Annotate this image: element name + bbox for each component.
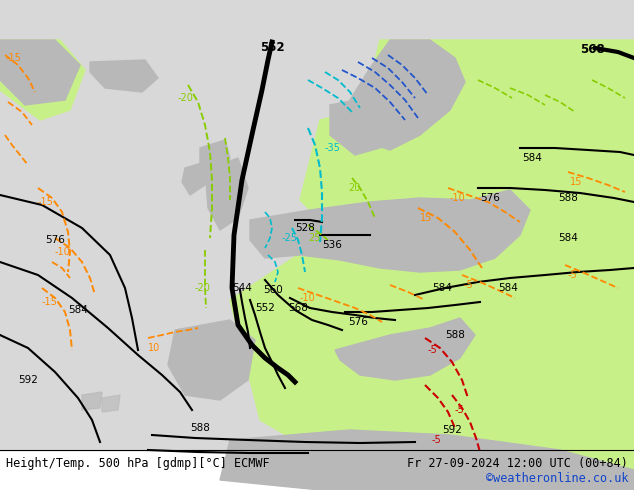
Text: -20: -20 xyxy=(195,283,211,293)
Text: 584: 584 xyxy=(522,153,542,163)
Text: -5: -5 xyxy=(428,345,437,355)
Text: Fr 27-09-2024 12:00 UTC (00+84): Fr 27-09-2024 12:00 UTC (00+84) xyxy=(407,457,628,469)
Polygon shape xyxy=(250,190,530,272)
Text: 588: 588 xyxy=(558,193,578,203)
Text: 592: 592 xyxy=(18,375,38,385)
Text: 536: 536 xyxy=(322,240,342,250)
Text: 528: 528 xyxy=(295,223,315,233)
Text: Height/Temp. 500 hPa [gdmp][°C] ECMWF: Height/Temp. 500 hPa [gdmp][°C] ECMWF xyxy=(6,457,269,469)
Bar xyxy=(0,450,634,490)
Text: 576: 576 xyxy=(348,317,368,327)
Text: -10: -10 xyxy=(450,193,466,203)
Polygon shape xyxy=(230,240,634,490)
Polygon shape xyxy=(330,95,400,155)
Polygon shape xyxy=(300,80,634,490)
Text: -10: -10 xyxy=(300,293,316,303)
Text: 10: 10 xyxy=(148,343,160,353)
Text: -15: -15 xyxy=(42,297,58,307)
Text: -35: -35 xyxy=(325,143,341,153)
Polygon shape xyxy=(335,318,475,380)
Polygon shape xyxy=(90,60,158,92)
Polygon shape xyxy=(200,140,230,175)
Polygon shape xyxy=(0,40,85,120)
Text: -15: -15 xyxy=(38,197,54,207)
Text: 588: 588 xyxy=(190,423,210,433)
Text: -5: -5 xyxy=(455,405,465,415)
Polygon shape xyxy=(220,430,634,490)
Text: 584: 584 xyxy=(498,283,518,293)
Text: 560: 560 xyxy=(263,285,283,295)
Text: 20: 20 xyxy=(348,183,360,193)
Text: 584: 584 xyxy=(68,305,88,315)
Polygon shape xyxy=(0,40,80,105)
Text: 15: 15 xyxy=(570,177,583,187)
Text: 25: 25 xyxy=(308,233,321,243)
Text: ©weatheronline.co.uk: ©weatheronline.co.uk xyxy=(486,471,628,485)
Polygon shape xyxy=(205,158,248,230)
Text: -5: -5 xyxy=(464,280,474,290)
Text: -15: -15 xyxy=(6,53,22,63)
Text: 576: 576 xyxy=(45,235,65,245)
Text: 552: 552 xyxy=(255,303,275,313)
Text: 15: 15 xyxy=(420,213,432,223)
Polygon shape xyxy=(82,392,102,410)
Text: 568: 568 xyxy=(288,303,308,313)
Text: 588: 588 xyxy=(445,330,465,340)
Text: 584: 584 xyxy=(432,283,452,293)
Polygon shape xyxy=(102,395,120,412)
Text: 584: 584 xyxy=(558,233,578,243)
Text: 568: 568 xyxy=(580,44,605,56)
Text: -25: -25 xyxy=(282,233,298,243)
Text: 592: 592 xyxy=(442,425,462,435)
Text: 544: 544 xyxy=(232,283,252,293)
Text: 576: 576 xyxy=(480,193,500,203)
Text: -10: -10 xyxy=(55,247,71,257)
Polygon shape xyxy=(168,320,255,400)
Polygon shape xyxy=(370,40,634,130)
Text: 552: 552 xyxy=(260,42,284,54)
Text: -5: -5 xyxy=(432,435,442,445)
Text: -5: -5 xyxy=(568,270,578,280)
Polygon shape xyxy=(350,40,465,150)
Polygon shape xyxy=(182,162,205,195)
Text: -20: -20 xyxy=(178,93,194,103)
